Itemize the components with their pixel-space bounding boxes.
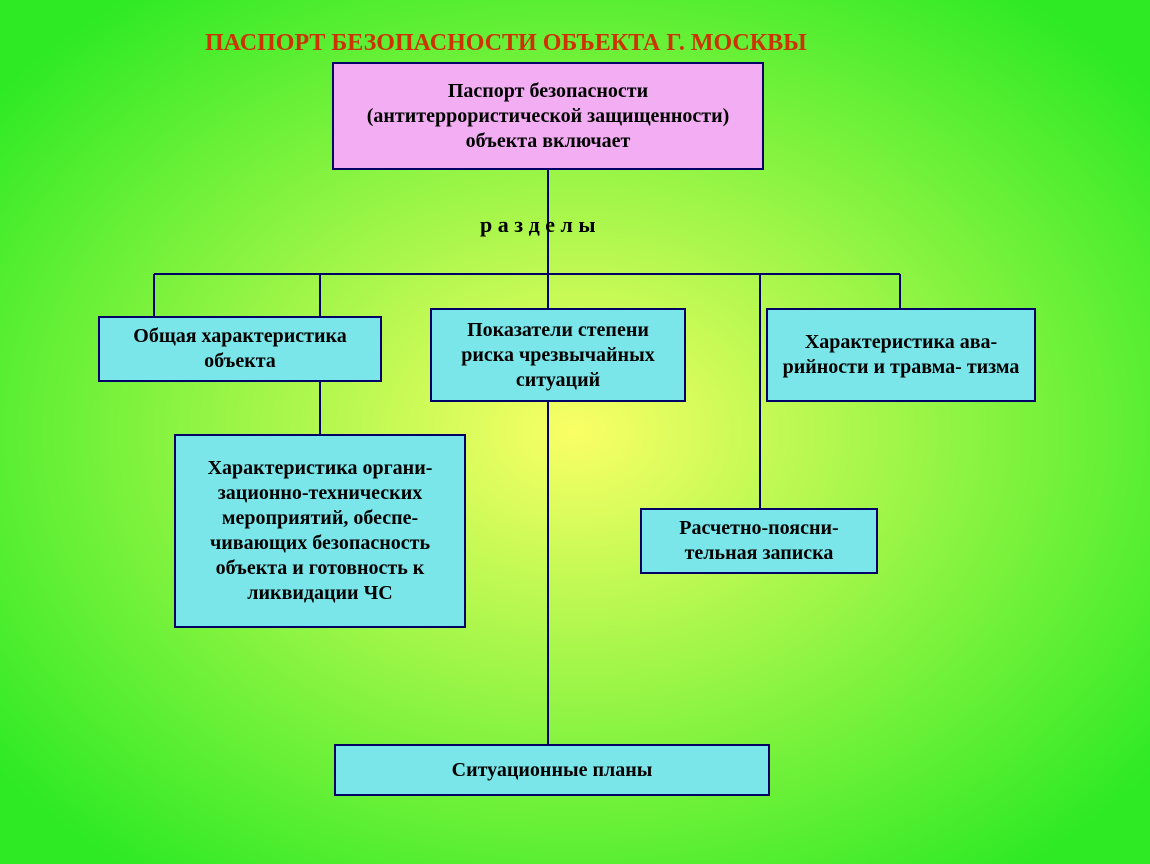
sections-label: р а з д е л ы [480,212,596,238]
node-label: Характеристика ава- рийности и травма- т… [778,330,1024,380]
node-label: Показатели степени риска чрезвычайных си… [442,318,674,393]
node-label: Характеристика органи- зационно-техничес… [186,456,454,606]
diagram-title: ПАСПОРТ БЕЗОПАСНОСТИ ОБЪЕКТА Г. МОСКВЫ [205,30,807,57]
node-explanatory-note: Расчетно-поясни- тельная записка [640,508,878,574]
node-label: Общая характеристика объекта [110,324,370,374]
node-org-tech-measures: Характеристика органи- зационно-техничес… [174,434,466,628]
node-accident-characteristics: Характеристика ава- рийности и травма- т… [766,308,1036,402]
node-label: Ситуационные планы [452,758,653,783]
root-node-text: Паспорт безопасности (антитеррористическ… [344,79,752,154]
node-general-characteristics: Общая характеристика объекта [98,316,382,382]
node-risk-indicators: Показатели степени риска чрезвычайных си… [430,308,686,402]
diagram-canvas: ПАСПОРТ БЕЗОПАСНОСТИ ОБЪЕКТА Г. МОСКВЫ р… [0,0,1150,864]
root-node: Паспорт безопасности (антитеррористическ… [332,62,764,170]
node-situational-plans: Ситуационные планы [334,744,770,796]
node-label: Расчетно-поясни- тельная записка [652,516,866,566]
